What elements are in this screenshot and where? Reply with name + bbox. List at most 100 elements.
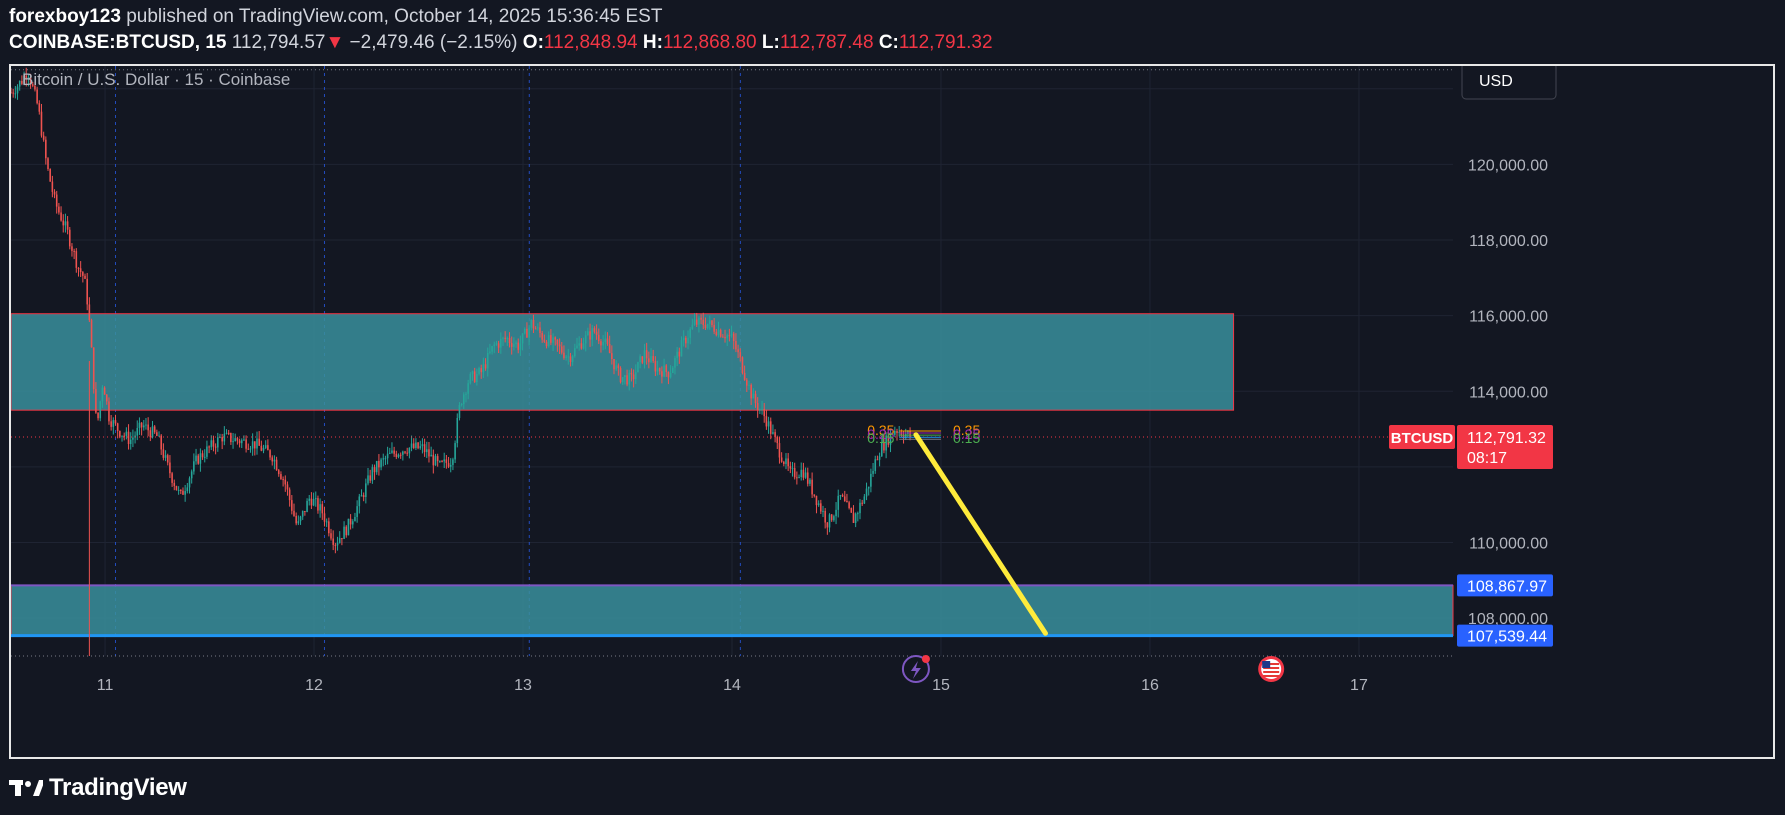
symbol-badge[interactable]	[1389, 424, 1455, 449]
candle-body	[669, 372, 672, 378]
candle-body	[460, 404, 463, 406]
candle-body	[306, 500, 308, 512]
candle-body	[184, 491, 186, 495]
footer-brand[interactable]: TradingView	[9, 774, 187, 802]
candle-body	[574, 348, 576, 357]
candle-body	[369, 475, 371, 481]
candle-body	[27, 77, 30, 79]
candle-body	[314, 498, 317, 500]
candle-body	[630, 372, 633, 375]
currency-label[interactable]: USD	[1479, 73, 1513, 90]
candle-body	[423, 444, 426, 453]
candle-body	[175, 485, 178, 491]
candle-body	[273, 459, 276, 462]
candle-body	[212, 440, 215, 447]
candle-body	[114, 420, 117, 424]
candle-body	[410, 443, 413, 448]
us-flag-event-icon[interactable]	[1258, 656, 1285, 682]
high-value: 112,868.80	[662, 32, 757, 53]
candle-body	[584, 335, 587, 344]
flag-canton	[1262, 661, 1271, 668]
candle-body	[343, 526, 345, 539]
candle-body	[811, 479, 813, 495]
candle-body	[304, 510, 306, 512]
candle-body	[153, 426, 156, 433]
candle-body	[123, 435, 126, 437]
candle-body	[878, 456, 881, 460]
candle-body	[650, 356, 652, 363]
candle-body	[704, 324, 707, 329]
candle-body	[469, 373, 472, 384]
candle-body	[519, 343, 522, 350]
candle-body	[746, 379, 748, 386]
candle-body	[125, 431, 128, 436]
candle-body	[846, 500, 848, 503]
chart-frame	[9, 64, 1775, 759]
candle-body	[889, 433, 892, 445]
candle-body	[49, 169, 51, 182]
candle-body	[891, 433, 894, 435]
candle-body	[495, 343, 498, 345]
fib-label: 0.15	[953, 430, 980, 446]
candle-body	[55, 194, 58, 207]
candle-body	[267, 445, 269, 451]
chart-title: Bitcoin / U.S. Dollar · 15 · Coinbase	[22, 70, 290, 89]
low-value: 112,787.48	[779, 32, 874, 53]
candle-body	[508, 338, 511, 344]
candle-body	[465, 393, 467, 395]
candle-body	[713, 325, 715, 332]
candle-body	[767, 421, 770, 427]
candle-body	[793, 468, 796, 478]
candle-body	[554, 337, 557, 340]
candle-body	[428, 449, 430, 457]
candle-body	[142, 425, 145, 428]
author-name[interactable]: forexboy123	[9, 6, 121, 27]
candle-body	[238, 440, 241, 444]
candle-body	[88, 304, 91, 321]
candle-body	[491, 345, 493, 352]
candle-body	[632, 374, 635, 380]
candle-body	[656, 368, 659, 372]
supply-zone[interactable]	[11, 313, 1235, 411]
candle-body	[51, 181, 54, 192]
candle-body	[180, 489, 182, 491]
symbol-label[interactable]: COINBASE:BTCUSD, 15	[9, 32, 227, 53]
candle-body	[661, 371, 663, 377]
projection-line[interactable]	[913, 432, 1048, 636]
candle-body	[471, 371, 474, 374]
price-chart[interactable]: 0.350.250.150.350.250.15 110,000.00114,0…	[11, 66, 1773, 757]
fib-label: 0.35	[867, 422, 894, 438]
lightning-event-icon[interactable]	[901, 655, 930, 683]
candle-body	[558, 344, 561, 347]
candle-body	[680, 340, 683, 357]
currency-button[interactable]: USD	[1461, 66, 1557, 100]
candle-body	[321, 504, 324, 514]
candle-body	[286, 484, 289, 490]
price-level-badge[interactable]	[1457, 574, 1553, 597]
candle-body	[730, 333, 733, 336]
candle-body	[467, 383, 469, 394]
candle-body	[728, 335, 731, 337]
candle-body	[634, 372, 637, 380]
current-price-badge[interactable]	[1457, 424, 1553, 469]
candle-body	[865, 488, 868, 497]
candle-body	[258, 438, 260, 446]
candle-body	[887, 435, 890, 445]
candle-body	[817, 503, 820, 506]
demand-zone[interactable]	[11, 584, 1454, 637]
candle-body	[443, 459, 446, 462]
candle-body	[319, 504, 321, 511]
candle-body	[367, 475, 369, 484]
candle-body	[73, 250, 75, 252]
candle-body	[230, 432, 232, 443]
candle-body	[883, 442, 885, 451]
candle-body	[214, 446, 217, 448]
candle-body	[210, 440, 213, 448]
symbol-info-bar: COINBASE:BTCUSD, 15 112,794.57▼ −2,479.4…	[9, 32, 993, 54]
time-axis-label: 17	[1350, 677, 1368, 694]
candle-body	[841, 495, 844, 497]
price-level-badge[interactable]	[1457, 624, 1553, 647]
candle-body	[360, 495, 363, 497]
candle-body	[95, 389, 97, 413]
candle-body	[219, 437, 221, 439]
